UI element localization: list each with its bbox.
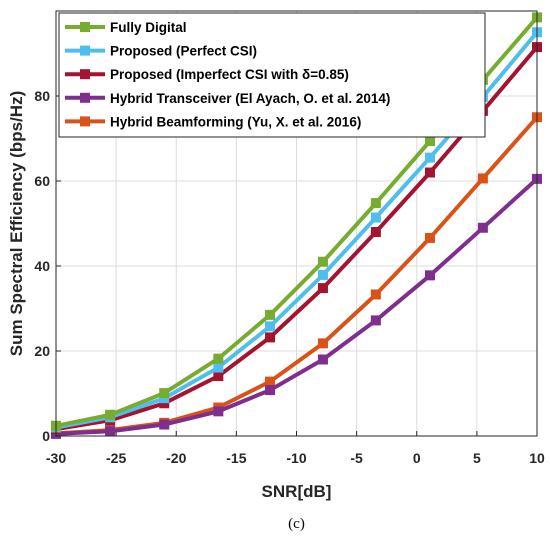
data-point <box>265 321 276 332</box>
data-point <box>424 270 435 281</box>
data-point <box>424 232 435 243</box>
figure-caption: (c) <box>288 516 305 532</box>
y-tick-label: 80 <box>34 88 50 104</box>
data-point <box>317 269 328 280</box>
data-point <box>159 419 170 430</box>
x-axis-label: SNR[dB] <box>262 482 332 501</box>
legend-swatch-marker <box>80 116 90 127</box>
series-line <box>55 45 539 432</box>
data-point <box>105 426 116 437</box>
data-point <box>213 406 224 417</box>
x-tick-label: 0 <box>413 450 421 466</box>
x-tick-label: -25 <box>106 450 126 466</box>
data-point <box>370 315 381 326</box>
y-tick-label: 60 <box>34 173 50 189</box>
legend-label: Proposed (Imperfect CSI with δ=0.85) <box>110 67 349 82</box>
data-point <box>370 227 381 237</box>
plot-frame <box>55 10 538 437</box>
x-tick-label: -20 <box>166 450 186 466</box>
data-point <box>370 212 381 223</box>
x-tick-label: -30 <box>46 450 66 466</box>
data-point <box>370 289 381 300</box>
legend-label: Proposed (Perfect CSI) <box>110 44 257 59</box>
legend-entry: Proposed (Perfect CSI) <box>65 44 257 59</box>
legend-entry: Fully Digital <box>65 20 187 35</box>
x-tick-label: -15 <box>226 450 246 466</box>
data-point <box>105 409 116 420</box>
legend-entry: Hybrid Transceiver (El Ayach, O. et al. … <box>65 91 390 106</box>
data-point <box>265 309 276 320</box>
legend-box <box>58 12 486 138</box>
x-tick-label: 10 <box>529 450 545 466</box>
y-tick-label: 20 <box>34 343 50 359</box>
data-point <box>265 376 276 387</box>
series-line <box>55 177 539 436</box>
data-point <box>265 385 276 396</box>
data-point <box>424 136 435 147</box>
legend-entry: Hybrid Beamforming (Yu, X. et al. 2016) <box>65 114 361 129</box>
data-point <box>477 222 488 233</box>
tick-labels: -30 -25 -20 -15 -10 -5 0 5 10 0 20 40 60 80 <box>34 88 545 466</box>
legend-label: Hybrid Transceiver (El Ayach, O. et al. … <box>110 91 390 106</box>
data-point <box>317 256 328 267</box>
y-axis-label: Sum Spectral Efficiency (bps/Hz) <box>7 91 26 356</box>
data-point <box>213 353 224 364</box>
data-point <box>159 393 170 404</box>
data-point <box>213 362 224 373</box>
data-point <box>317 338 328 349</box>
legend-swatch-marker <box>80 92 90 103</box>
legend-swatch-marker <box>80 69 90 80</box>
data-point <box>317 354 328 365</box>
data-point <box>424 167 435 178</box>
x-tick-label: -10 <box>286 450 306 466</box>
data-point <box>265 332 276 343</box>
legend-label: Fully Digital <box>110 20 187 35</box>
data-point <box>159 388 170 399</box>
data-point <box>424 152 435 163</box>
data-point <box>317 283 328 294</box>
data-point <box>159 398 170 409</box>
data-point <box>213 371 224 382</box>
y-tick-label: 40 <box>34 258 50 274</box>
data-point <box>370 198 381 209</box>
y-tick-label: 0 <box>42 428 50 444</box>
legend-swatch-marker <box>80 22 90 32</box>
data-point <box>477 173 488 184</box>
x-tick-label: 5 <box>473 450 481 466</box>
legend-swatch-marker <box>80 45 90 56</box>
legend: Fully Digital Proposed (Perfect CSI) Propo… <box>58 12 486 138</box>
legend-entry: Proposed (Imperfect CSI with δ=0.85) <box>65 67 349 82</box>
legend-label: Hybrid Beamforming (Yu, X. et al. 2016) <box>110 114 361 129</box>
x-tick-label: -5 <box>350 450 363 466</box>
